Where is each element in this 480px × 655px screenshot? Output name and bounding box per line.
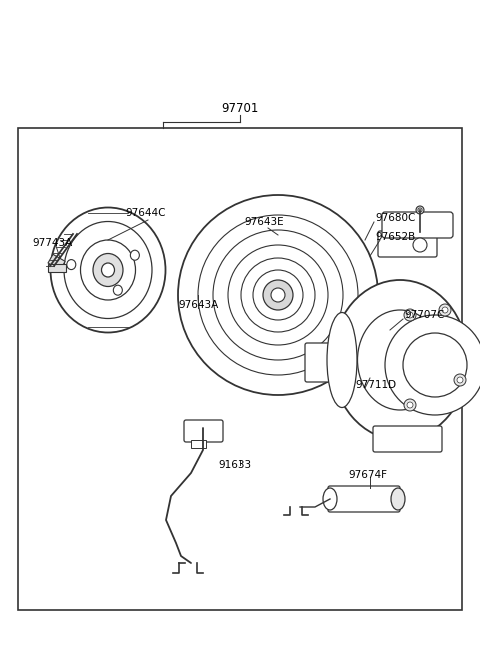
- Ellipse shape: [64, 221, 152, 318]
- Ellipse shape: [183, 294, 213, 336]
- Ellipse shape: [333, 352, 377, 404]
- Text: 97711D: 97711D: [355, 380, 396, 390]
- Text: 97680C: 97680C: [375, 213, 415, 223]
- Bar: [48, 254, 65, 270]
- Circle shape: [454, 374, 466, 386]
- Circle shape: [442, 307, 448, 313]
- Circle shape: [407, 402, 413, 408]
- Bar: [18, 128, 462, 610]
- Ellipse shape: [81, 240, 135, 300]
- Ellipse shape: [357, 307, 394, 354]
- Ellipse shape: [113, 285, 122, 295]
- Text: 97743A: 97743A: [32, 238, 72, 248]
- Circle shape: [385, 315, 480, 415]
- Circle shape: [407, 312, 413, 318]
- Text: 97643E: 97643E: [244, 217, 284, 227]
- Ellipse shape: [190, 303, 206, 327]
- FancyBboxPatch shape: [328, 486, 400, 512]
- Circle shape: [271, 288, 285, 302]
- Ellipse shape: [67, 259, 76, 270]
- FancyBboxPatch shape: [382, 212, 453, 238]
- Circle shape: [263, 280, 293, 310]
- Ellipse shape: [50, 208, 166, 333]
- Circle shape: [404, 399, 416, 411]
- FancyBboxPatch shape: [305, 343, 331, 382]
- Ellipse shape: [340, 360, 370, 396]
- Circle shape: [404, 309, 416, 321]
- FancyBboxPatch shape: [378, 231, 437, 257]
- Text: 97707C: 97707C: [404, 310, 444, 320]
- Ellipse shape: [131, 250, 139, 260]
- Circle shape: [457, 377, 463, 383]
- Text: 97652B: 97652B: [375, 232, 415, 242]
- Ellipse shape: [93, 253, 123, 286]
- Ellipse shape: [327, 312, 357, 407]
- Circle shape: [416, 206, 424, 214]
- Ellipse shape: [391, 488, 405, 510]
- Ellipse shape: [101, 263, 115, 277]
- Circle shape: [439, 304, 451, 316]
- Text: 97701: 97701: [221, 102, 259, 115]
- Bar: [48, 264, 66, 272]
- Circle shape: [178, 195, 378, 395]
- Circle shape: [418, 208, 422, 212]
- Ellipse shape: [332, 280, 468, 440]
- FancyBboxPatch shape: [373, 426, 442, 452]
- Ellipse shape: [323, 488, 337, 510]
- Bar: [191, 440, 206, 448]
- Text: 91633: 91633: [218, 460, 251, 470]
- Ellipse shape: [349, 297, 401, 362]
- Circle shape: [413, 238, 427, 252]
- FancyBboxPatch shape: [184, 420, 223, 442]
- Text: 97644C: 97644C: [125, 208, 166, 218]
- Text: 97674F: 97674F: [348, 470, 387, 480]
- Text: 97643A: 97643A: [178, 300, 218, 310]
